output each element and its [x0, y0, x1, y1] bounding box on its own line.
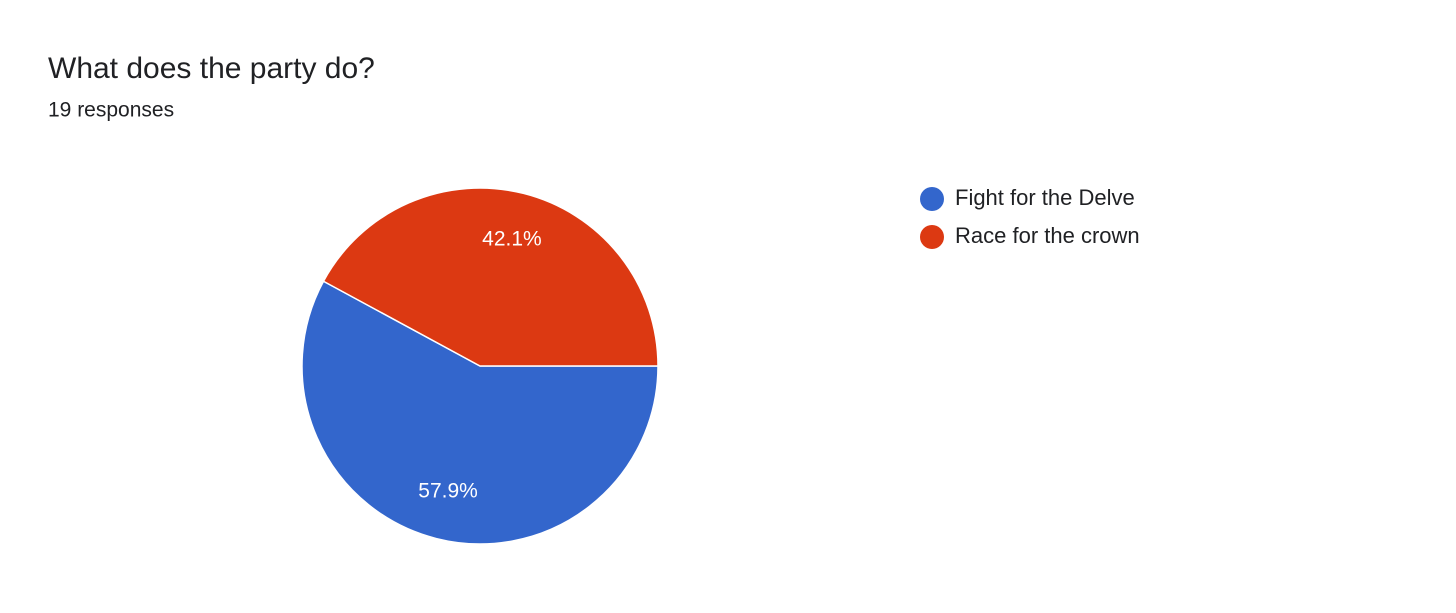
chart-subtitle: 19 responses: [48, 99, 174, 122]
chart-title: What does the party do?: [48, 52, 375, 85]
legend-label: Race for the crown: [955, 223, 1140, 248]
slice-label: 42.1%: [482, 228, 542, 251]
pie-slice: [301, 280, 659, 545]
legend-marker: [920, 225, 944, 249]
slice-label: 57.9%: [418, 480, 478, 503]
legend-marker: [920, 187, 944, 211]
pie-slice: [322, 187, 659, 367]
legend-label: Fight for the Delve: [955, 185, 1135, 210]
